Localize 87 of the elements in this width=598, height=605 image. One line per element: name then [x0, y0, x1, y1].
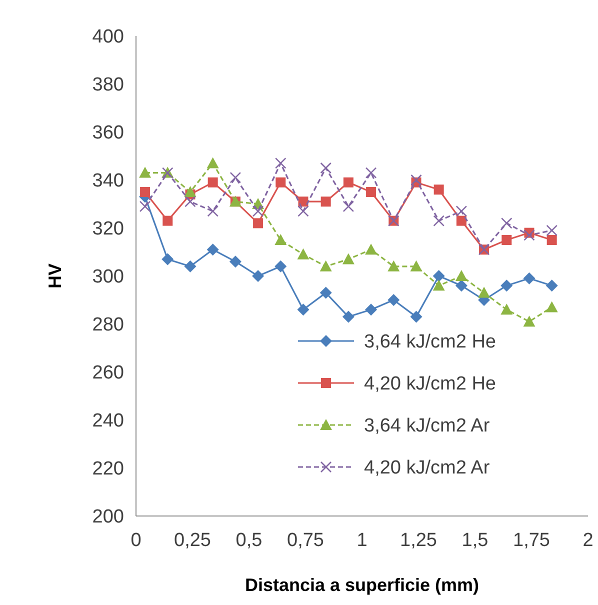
point	[366, 187, 376, 197]
point	[342, 200, 354, 212]
y-tick-label: 340	[92, 170, 124, 192]
point	[342, 310, 354, 323]
point	[184, 196, 196, 208]
x-axis-title: Distancia a superficie (mm)	[244, 575, 480, 595]
point	[546, 301, 558, 312]
point	[184, 186, 196, 197]
point	[434, 184, 444, 195]
x-tick-label: 1	[356, 530, 368, 551]
point	[274, 234, 287, 245]
point	[253, 218, 264, 228]
point	[455, 280, 468, 292]
point	[524, 230, 535, 241]
point	[208, 177, 218, 188]
point	[162, 253, 174, 266]
point	[500, 280, 513, 292]
point	[456, 216, 466, 226]
x-tick-label: 2	[582, 530, 594, 551]
point	[274, 158, 286, 169]
y-tick-label: 240	[92, 410, 124, 432]
x-tick-label: 0,75	[287, 530, 324, 551]
legend-label: 3,64 kJ/cm2 He	[364, 332, 496, 353]
point	[410, 174, 422, 186]
point	[206, 157, 219, 168]
point	[365, 244, 378, 255]
point	[252, 270, 264, 282]
point	[410, 260, 422, 272]
point	[320, 162, 332, 174]
point	[388, 294, 400, 306]
x-tick-label: 0	[130, 530, 142, 551]
point	[297, 304, 310, 316]
point	[365, 304, 378, 316]
point	[162, 216, 173, 226]
point	[139, 166, 152, 178]
y-tick-label: 300	[92, 266, 124, 288]
point	[298, 206, 309, 217]
point	[433, 215, 444, 226]
x-tick-label: 0,25	[174, 530, 211, 551]
x-tick-label: 1,5	[462, 530, 488, 551]
point	[140, 187, 150, 197]
point	[478, 286, 490, 298]
legend-label: 4,20 kJ/cm2 He	[364, 374, 496, 395]
point	[546, 224, 558, 236]
point	[342, 253, 354, 264]
point	[320, 286, 332, 299]
point	[365, 167, 377, 178]
point	[523, 272, 536, 284]
point	[456, 206, 468, 217]
point	[343, 177, 354, 188]
point	[297, 248, 310, 260]
y-tick-label: 200	[92, 506, 124, 528]
point	[207, 206, 218, 217]
point	[139, 200, 151, 212]
x-tick-label: 1,25	[400, 530, 437, 551]
point	[229, 256, 242, 268]
legend-label: 3,64 kJ/cm2 Ar	[364, 416, 490, 437]
y-tick-label: 280	[92, 314, 124, 336]
point	[432, 270, 445, 282]
point	[274, 260, 287, 272]
point	[388, 260, 400, 272]
point	[252, 206, 264, 217]
point	[206, 244, 219, 256]
x-tick-label: 1,75	[513, 530, 550, 551]
y-tick-label: 400	[92, 26, 124, 48]
point	[500, 218, 512, 229]
point	[455, 270, 468, 281]
point	[502, 235, 512, 245]
point	[500, 304, 513, 315]
point	[320, 196, 331, 207]
point	[184, 260, 196, 272]
point	[410, 310, 422, 323]
y-tick-label: 220	[92, 458, 124, 480]
point	[523, 316, 536, 327]
y-axis-title: HV	[45, 263, 65, 289]
legend-label: 4,20 kJ/cm2 Ar	[364, 458, 490, 479]
y-tick-label: 320	[92, 218, 124, 240]
y-tick-label: 360	[92, 122, 124, 144]
point	[320, 260, 332, 272]
point	[230, 172, 242, 184]
point	[432, 280, 445, 291]
point	[546, 280, 558, 292]
x-tick-label: 0,5	[236, 530, 262, 551]
y-tick-label: 260	[92, 362, 124, 384]
point	[546, 235, 557, 245]
point	[276, 177, 286, 188]
y-tick-label: 380	[92, 74, 124, 96]
